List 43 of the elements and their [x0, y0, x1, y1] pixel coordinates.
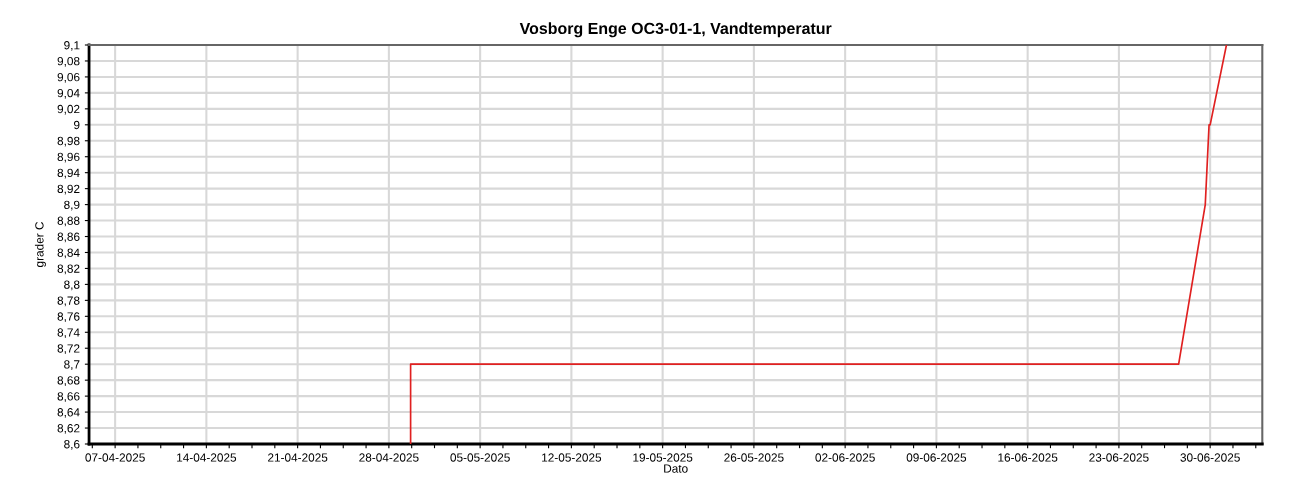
- y-tick-label: 9,08: [57, 56, 80, 67]
- line-series: [409, 45, 1228, 444]
- x-tick-label: 23-06-2025: [1089, 453, 1149, 462]
- y-tick-label: 8,6: [64, 440, 80, 450]
- y-tick-label: 9,06: [57, 72, 80, 83]
- x-tick-label: 05-05-2025: [450, 453, 510, 462]
- x-tick-label: 12-05-2025: [542, 453, 602, 462]
- x-tick-label: 19-05-2025: [633, 453, 693, 462]
- y-tick-label: 9,1: [64, 41, 80, 51]
- y-tick-label: 8,66: [57, 392, 80, 402]
- y-tick-label: 8,94: [57, 168, 80, 179]
- x-tick-label: 07-04-2025: [85, 453, 145, 462]
- x-tick-label: 21-04-2025: [268, 453, 328, 462]
- y-tick-label: 8,92: [57, 184, 80, 195]
- y-tick-label: 8,68: [57, 376, 80, 386]
- y-tick-label: 8,9: [64, 200, 80, 211]
- y-tick-label: 8,88: [57, 216, 80, 227]
- x-axis-title: Dato: [664, 464, 688, 473]
- x-tick-label: 02-06-2025: [815, 453, 875, 462]
- y-tick-label: 8,84: [57, 248, 80, 259]
- y-tick-label: 8,96: [57, 152, 80, 163]
- x-tick-label: 26-05-2025: [724, 453, 784, 462]
- y-tick-label: 8,8: [64, 280, 80, 291]
- y-tick-label: 8,74: [57, 328, 80, 339]
- y-tick-label: 9: [74, 120, 80, 130]
- chart-title: Vosborg Enge OC3-01-1, Vandtemperatur: [519, 22, 832, 38]
- y-tick-label: 8,64: [57, 408, 80, 418]
- x-tick-label: 09-06-2025: [906, 453, 967, 462]
- y-axis-title: grader C: [34, 221, 46, 267]
- y-tick-label: 8,86: [57, 232, 80, 243]
- y-tick-label: 8,72: [57, 344, 80, 355]
- x-tick-label: 16-06-2025: [998, 453, 1058, 462]
- y-tick-label: 8,78: [57, 296, 80, 307]
- y-tick-label: 9,02: [57, 104, 80, 115]
- y-tick-label: 8,82: [57, 264, 80, 275]
- x-tick-label: 14-04-2025: [177, 453, 237, 462]
- y-tick-label: 8,76: [57, 312, 80, 323]
- x-tick-label: 30-06-2025: [1180, 453, 1240, 462]
- y-tick-label: 8,7: [64, 360, 80, 370]
- y-tick-label: 8,98: [57, 136, 80, 147]
- x-tick-label: 28-04-2025: [359, 453, 419, 462]
- y-tick-label: 8,62: [57, 424, 80, 434]
- y-tick-label: 9,04: [57, 88, 80, 99]
